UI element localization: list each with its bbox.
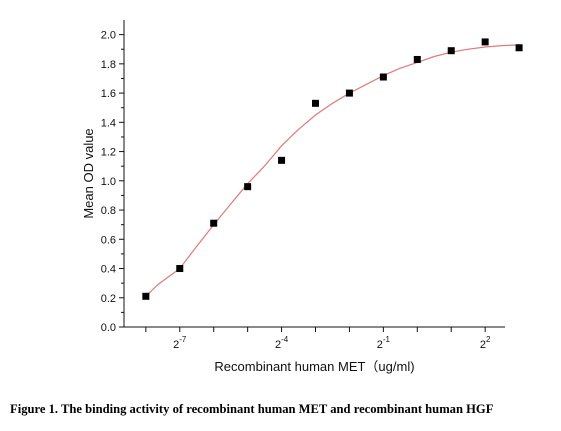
data-point <box>278 156 286 164</box>
y-tick-label: 1.0 <box>101 176 116 188</box>
x-tick-label: 2-4 <box>275 335 289 351</box>
y-tick-label: 1.2 <box>101 147 116 159</box>
data-point <box>447 47 455 55</box>
y-tick-label: 0.4 <box>101 264 116 276</box>
x-tick-label: 2-7 <box>173 335 187 351</box>
data-point <box>142 292 150 300</box>
y-tick-label: 1.6 <box>101 88 116 100</box>
data-point <box>210 219 218 227</box>
y-tick-label: 1.8 <box>101 59 116 71</box>
y-tick-label: 0.8 <box>101 205 116 217</box>
y-axis-title: Mean OD value <box>81 128 96 218</box>
data-point <box>379 73 387 81</box>
data-point <box>244 183 252 191</box>
chart: 0.0 0.2 0.4 0.6 0.8 1.0 1.2 1.4 1.6 1.8 2.0 2-7 2-4… <box>81 20 523 374</box>
y-tick-label: 0.0 <box>101 322 116 334</box>
data-points-layer <box>142 38 523 300</box>
axes <box>123 20 505 328</box>
data-point <box>311 99 319 107</box>
fit-curve <box>145 44 520 297</box>
x-tick-label: 2-1 <box>377 335 391 351</box>
x-axis-title: Recombinant human MET（ug/ml) <box>214 359 414 374</box>
figure-caption: Figure 1. The binding activity of recomb… <box>10 402 494 416</box>
y-tick-label: 0.2 <box>101 293 116 305</box>
x-tick-label: 22 <box>480 335 491 351</box>
y-tick-label: 2.0 <box>101 30 116 42</box>
y-tick-label: 0.6 <box>101 234 116 246</box>
data-point <box>515 44 523 52</box>
y-axis-ticks: 0.0 0.2 0.4 0.6 0.8 1.0 1.2 1.4 1.6 1.8 2.0 <box>101 30 124 334</box>
y-tick-label: 1.4 <box>101 117 116 129</box>
fit-curve-layer <box>145 44 520 297</box>
data-point <box>481 38 489 46</box>
data-point <box>176 265 184 273</box>
x-axis-ticks: 2-7 2-4 2-1 22 <box>145 327 491 351</box>
data-point <box>345 89 353 97</box>
data-point <box>413 55 421 63</box>
